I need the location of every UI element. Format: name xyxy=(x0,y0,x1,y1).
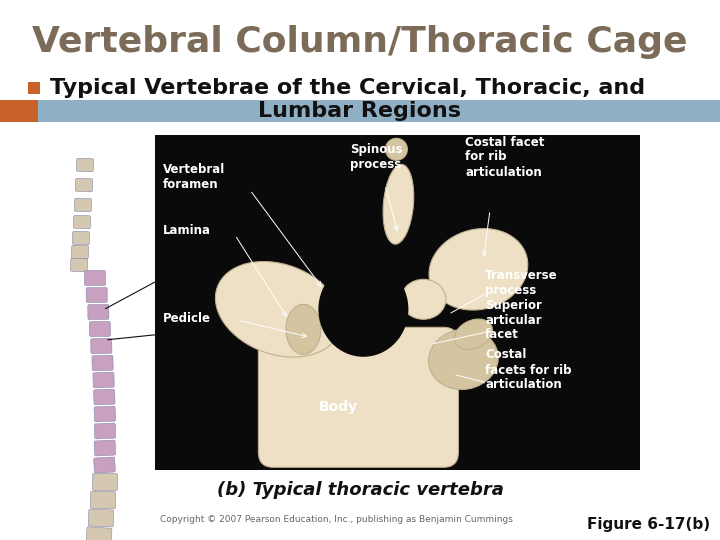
FancyBboxPatch shape xyxy=(72,231,90,245)
FancyBboxPatch shape xyxy=(91,339,112,354)
Ellipse shape xyxy=(428,329,498,389)
Bar xyxy=(28,82,40,94)
Text: Lumbar Regions: Lumbar Regions xyxy=(258,101,462,121)
FancyBboxPatch shape xyxy=(90,491,116,509)
FancyBboxPatch shape xyxy=(76,178,93,192)
Bar xyxy=(155,135,640,470)
FancyBboxPatch shape xyxy=(76,158,94,172)
Text: Pedicle: Pedicle xyxy=(163,312,211,325)
FancyBboxPatch shape xyxy=(88,305,109,320)
Bar xyxy=(38,100,720,122)
FancyBboxPatch shape xyxy=(92,355,113,371)
FancyBboxPatch shape xyxy=(93,372,114,388)
Text: Vertebral
foramen: Vertebral foramen xyxy=(163,163,225,191)
FancyBboxPatch shape xyxy=(92,474,117,490)
Text: (b) Typical thoracic vertebra: (b) Typical thoracic vertebra xyxy=(217,481,503,499)
Ellipse shape xyxy=(383,165,414,244)
FancyBboxPatch shape xyxy=(71,245,89,259)
FancyBboxPatch shape xyxy=(89,509,114,527)
Ellipse shape xyxy=(286,305,321,354)
FancyBboxPatch shape xyxy=(86,527,112,540)
FancyBboxPatch shape xyxy=(94,423,116,439)
Text: Spinous
process: Spinous process xyxy=(350,143,402,171)
Ellipse shape xyxy=(328,284,408,334)
Bar xyxy=(0,100,38,122)
Text: Lamina: Lamina xyxy=(163,224,211,237)
FancyBboxPatch shape xyxy=(94,389,115,405)
Text: Figure 6-17(b): Figure 6-17(b) xyxy=(587,517,710,532)
FancyBboxPatch shape xyxy=(94,440,116,456)
Text: Body: Body xyxy=(319,400,358,414)
Text: Copyright © 2007 Pearson Education, Inc., publishing as Benjamin Cummings: Copyright © 2007 Pearson Education, Inc.… xyxy=(160,516,513,524)
Text: Costal facet
for rib
articulation: Costal facet for rib articulation xyxy=(465,136,544,179)
Text: Costal
facets for rib
articulation: Costal facets for rib articulation xyxy=(485,348,572,392)
FancyBboxPatch shape xyxy=(73,215,91,229)
FancyBboxPatch shape xyxy=(71,258,88,272)
FancyBboxPatch shape xyxy=(84,271,106,286)
Text: Transverse
process: Transverse process xyxy=(485,269,557,297)
Text: Superior
articular
facet: Superior articular facet xyxy=(485,299,542,341)
Ellipse shape xyxy=(215,261,341,357)
FancyBboxPatch shape xyxy=(86,287,107,302)
Text: Vertebral Column/Thoracic Cage: Vertebral Column/Thoracic Cage xyxy=(32,25,688,59)
Ellipse shape xyxy=(401,279,446,319)
Ellipse shape xyxy=(385,138,408,160)
FancyBboxPatch shape xyxy=(94,457,115,473)
Ellipse shape xyxy=(318,262,408,357)
FancyBboxPatch shape xyxy=(258,327,459,467)
Ellipse shape xyxy=(454,319,492,349)
FancyBboxPatch shape xyxy=(74,198,91,212)
Ellipse shape xyxy=(429,228,528,310)
FancyBboxPatch shape xyxy=(94,406,115,422)
FancyBboxPatch shape xyxy=(89,321,110,336)
Text: Typical Vertebrae of the Cervical, Thoracic, and: Typical Vertebrae of the Cervical, Thora… xyxy=(50,78,645,98)
